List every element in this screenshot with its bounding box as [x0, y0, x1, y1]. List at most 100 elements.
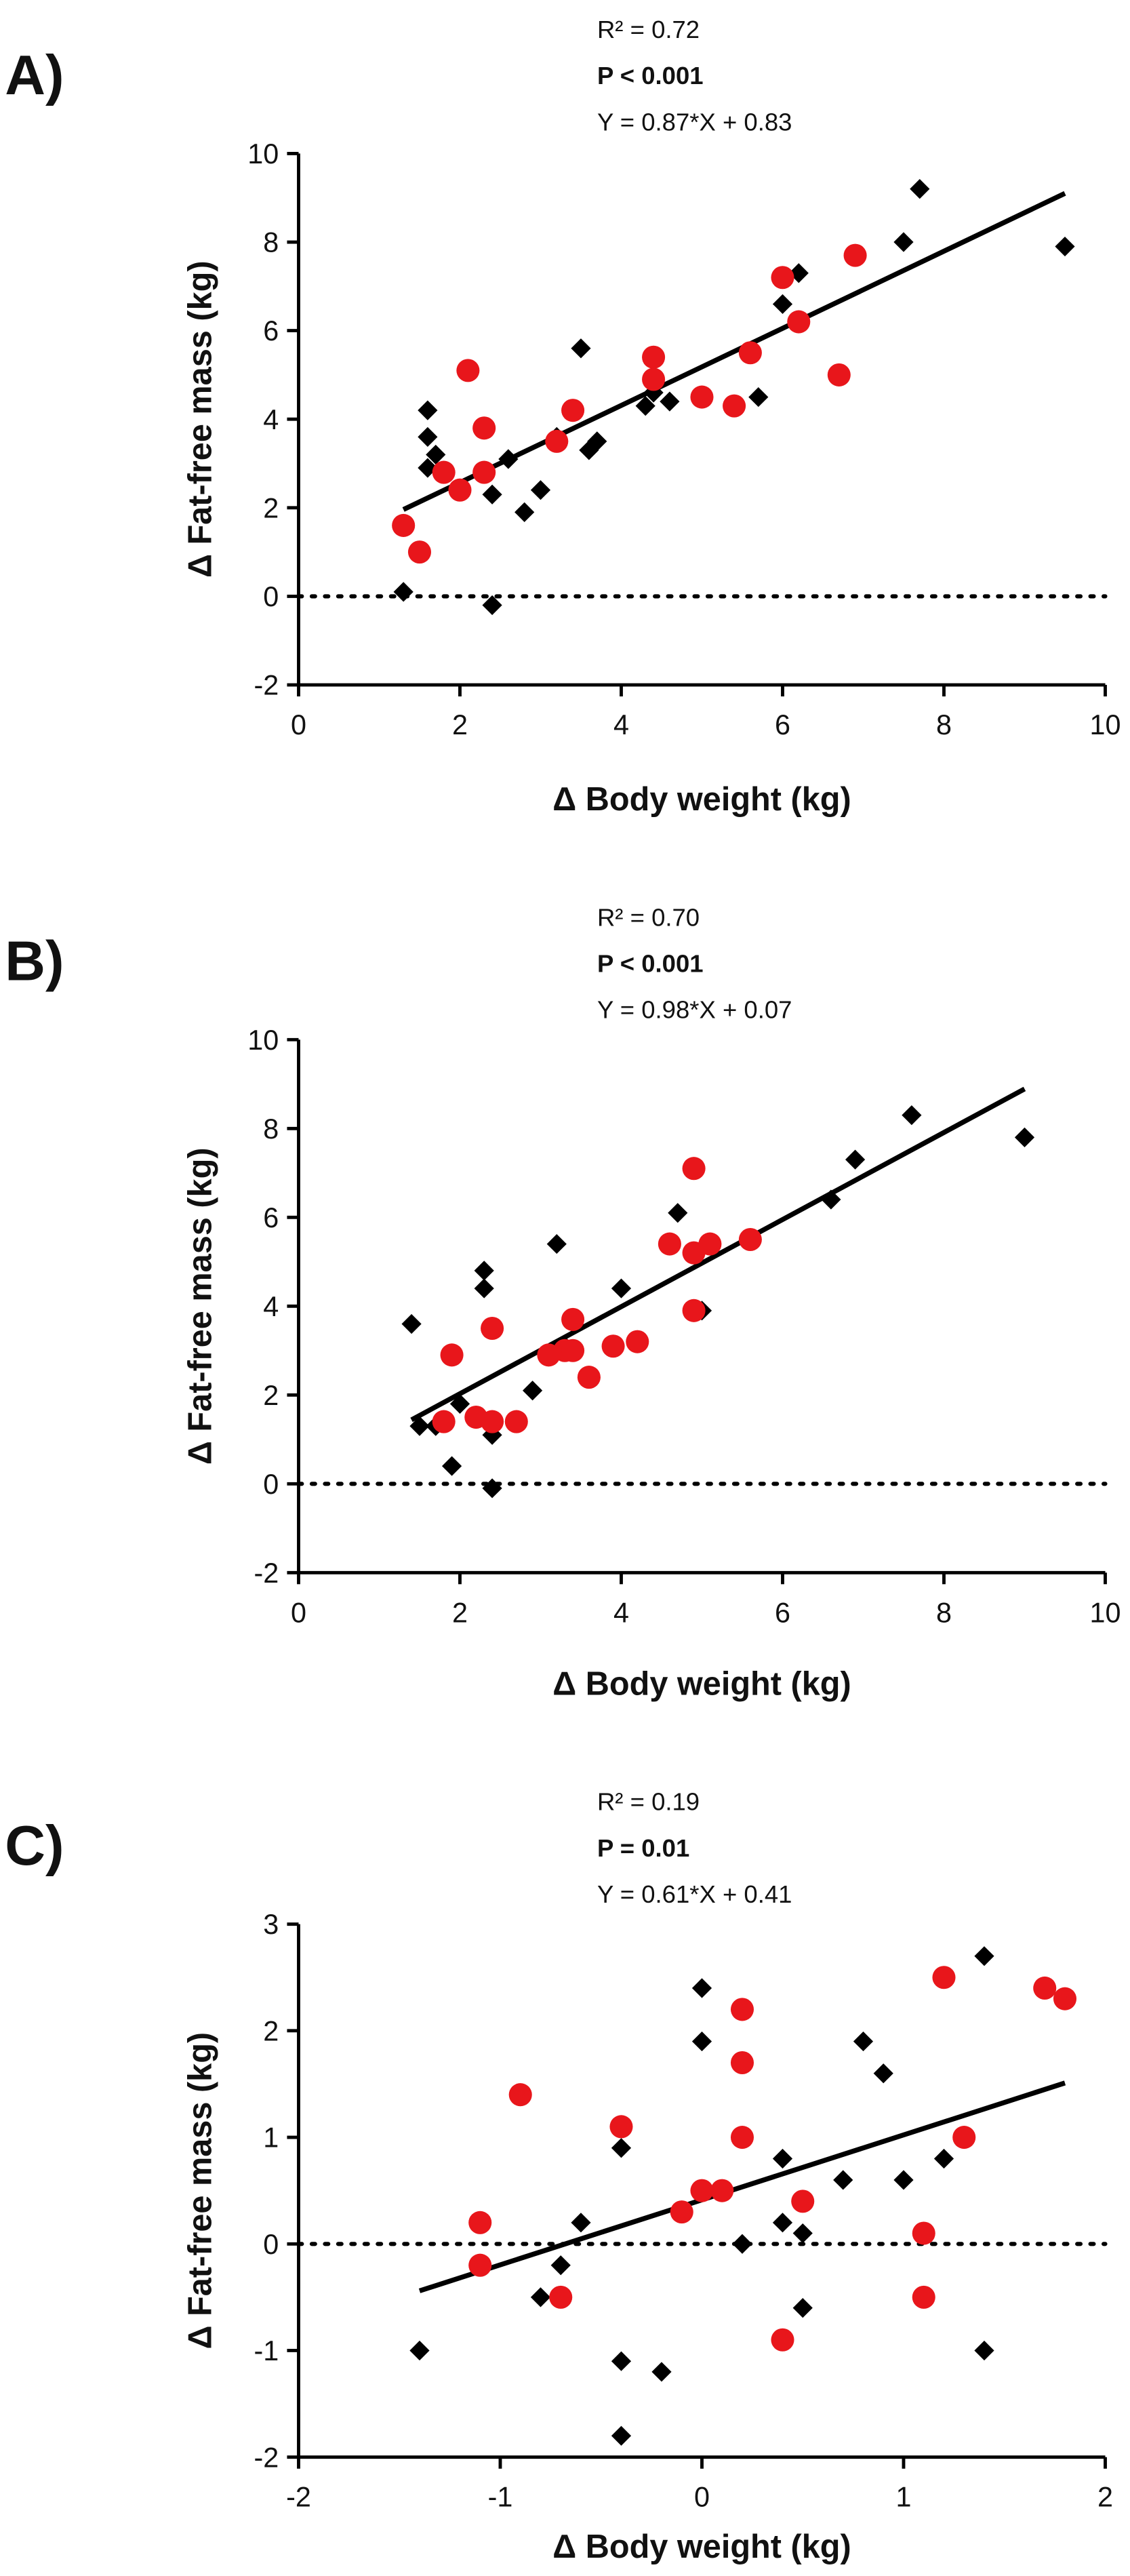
x-tick-label: 6 — [775, 709, 790, 740]
point — [409, 1416, 430, 1436]
point — [912, 2285, 935, 2309]
point — [843, 243, 867, 267]
y-tick-label: 0 — [263, 1469, 279, 1500]
point — [730, 2050, 754, 2075]
x-tick-label: 0 — [291, 709, 306, 740]
point — [1055, 236, 1075, 257]
point — [468, 2211, 492, 2234]
y-axis-label: Δ Fat-free mass (kg) — [182, 2032, 218, 2350]
y-axis-label: Δ Fat-free mass (kg) — [182, 1147, 218, 1465]
point — [691, 1978, 712, 1998]
point — [549, 2285, 573, 2309]
point — [392, 513, 416, 537]
point — [670, 2200, 693, 2224]
point — [441, 1456, 462, 1476]
point — [449, 1393, 470, 1414]
y-tick-label: 6 — [263, 315, 279, 346]
point — [482, 1478, 502, 1499]
fit-line — [410, 1086, 1026, 1423]
point — [626, 1330, 649, 1353]
point — [690, 2179, 714, 2202]
point — [472, 416, 496, 440]
point — [530, 480, 551, 500]
point — [635, 396, 655, 416]
point — [611, 2425, 632, 2446]
x-tick-label: -1 — [488, 2482, 513, 2513]
point — [481, 1410, 504, 1433]
point — [522, 1381, 543, 1401]
x-tick-label: 0 — [291, 1597, 306, 1628]
point — [432, 1410, 456, 1433]
point — [691, 2031, 712, 2052]
point — [873, 2063, 893, 2084]
point — [409, 2340, 430, 2361]
point — [787, 310, 811, 334]
point — [821, 1189, 841, 1210]
point — [845, 1149, 866, 1170]
point — [611, 2138, 632, 2158]
point — [910, 179, 930, 199]
point — [668, 1203, 688, 1223]
annotation: R² = 0.19 — [597, 1788, 700, 1816]
x-tick-label: -2 — [286, 2482, 311, 2513]
x-tick-label: 2 — [452, 1597, 468, 1628]
y-tick-label: 2 — [263, 1380, 279, 1411]
y-tick-label: 3 — [263, 1909, 279, 1940]
point — [658, 1232, 681, 1256]
point — [710, 2179, 734, 2202]
point — [468, 2253, 492, 2277]
annotation: R² = 0.70 — [597, 903, 700, 931]
point — [912, 2221, 935, 2245]
y-tick-label: 2 — [263, 2015, 279, 2046]
point — [933, 2148, 954, 2169]
point — [498, 449, 519, 469]
point — [1014, 1127, 1035, 1147]
point — [393, 582, 413, 602]
point — [611, 2351, 632, 2371]
x-axis-label: Δ Body weight (kg) — [552, 781, 851, 818]
point — [660, 391, 680, 412]
point — [893, 2170, 914, 2190]
point — [738, 1227, 762, 1252]
point — [561, 1307, 585, 1331]
y-axis-label: Δ Fat-free mass (kg) — [182, 260, 218, 578]
point — [514, 502, 535, 522]
point — [561, 399, 585, 422]
y-tick-label: 4 — [263, 404, 279, 435]
point — [730, 2126, 754, 2149]
point — [401, 1313, 422, 1334]
annotation: P < 0.001 — [597, 62, 704, 90]
point — [611, 1278, 632, 1299]
point — [407, 540, 432, 564]
point — [601, 1334, 625, 1358]
point — [682, 1299, 706, 1322]
x-tick-label: 8 — [936, 1597, 952, 1628]
y-tick-label: 0 — [263, 581, 279, 612]
point — [481, 1316, 504, 1341]
panel-label: B) — [5, 930, 64, 993]
point — [772, 2148, 793, 2169]
point — [827, 363, 851, 387]
point — [545, 429, 569, 453]
point — [418, 400, 438, 420]
y-tick-label: 2 — [263, 492, 279, 523]
point — [902, 1105, 922, 1126]
point — [546, 1233, 567, 1254]
y-tick-label: 8 — [263, 227, 279, 258]
x-tick-label: 2 — [452, 709, 468, 740]
x-tick-label: 1 — [895, 2482, 911, 2513]
x-axis-label: Δ Body weight (kg) — [552, 2529, 851, 2565]
x-tick-label: 10 — [1089, 709, 1121, 740]
point — [690, 385, 714, 409]
point — [952, 2126, 976, 2149]
point — [642, 345, 666, 369]
annotation: Y = 0.61*X + 0.41 — [597, 1880, 792, 1908]
annotation: P = 0.01 — [597, 1834, 689, 1862]
x-tick-label: 4 — [613, 1597, 629, 1628]
point — [853, 2031, 874, 2052]
point — [561, 1339, 585, 1362]
point — [1053, 1987, 1077, 2010]
y-tick-label: 6 — [263, 1202, 279, 1233]
point — [482, 595, 502, 616]
